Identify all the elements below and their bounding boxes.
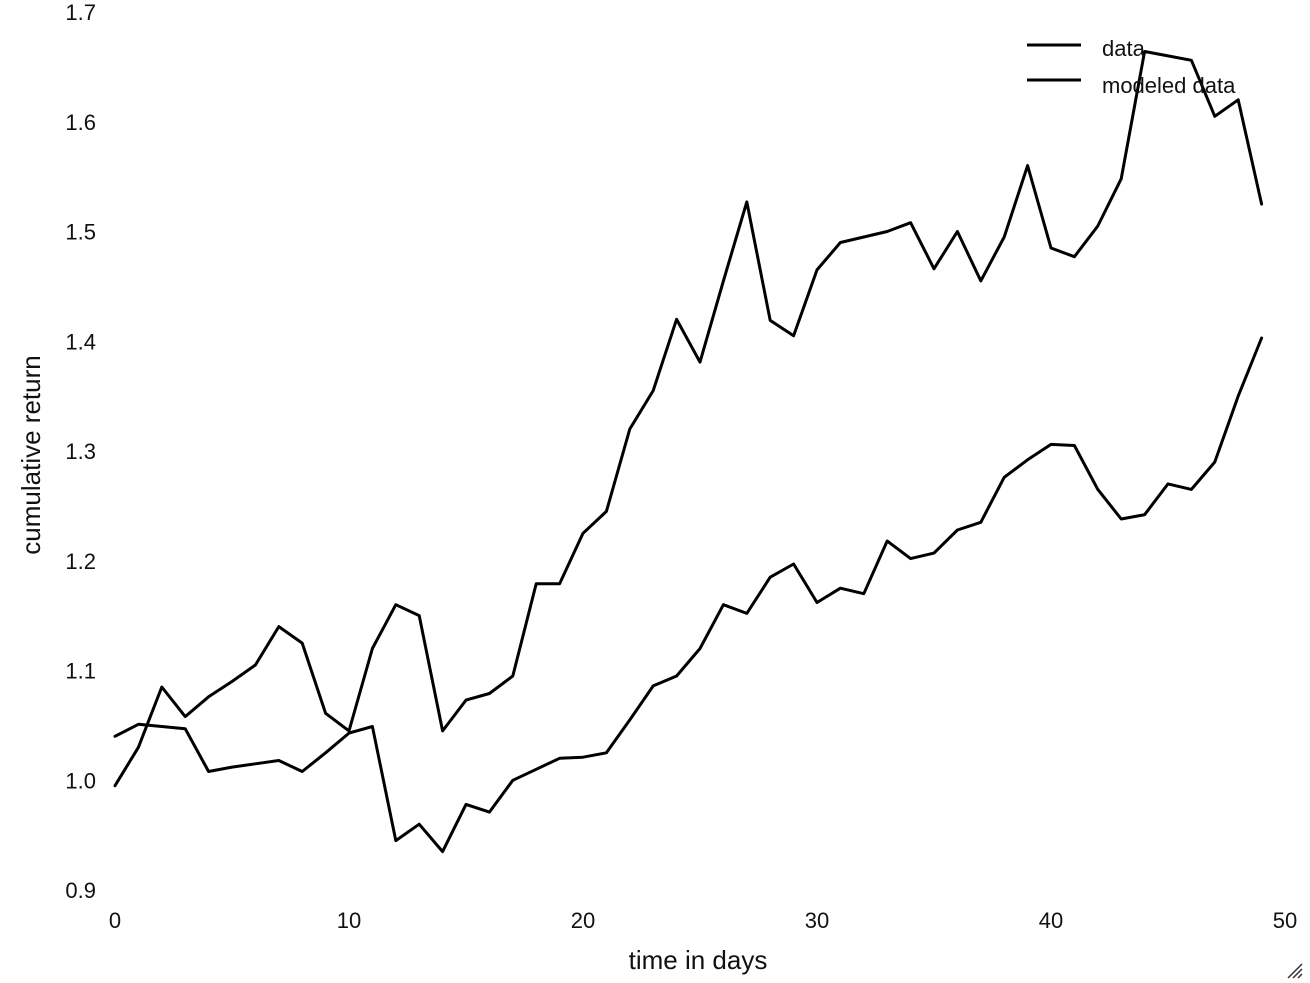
y-tick-label: 1.6 [65, 110, 96, 135]
legend-label-modeled-data: modeled data [1102, 73, 1236, 98]
y-tick-label: 1.4 [65, 329, 96, 354]
y-tick-label: 1.2 [65, 549, 96, 574]
x-tick-label: 10 [337, 908, 361, 933]
x-tick-label: 0 [109, 908, 121, 933]
y-tick-label: 1.1 [65, 659, 96, 684]
x-axis-ticks: 0 10 20 30 40 50 [109, 908, 1297, 933]
x-tick-label: 30 [805, 908, 829, 933]
y-tick-label: 1.7 [65, 0, 96, 25]
y-tick-label: 0.9 [65, 878, 96, 903]
x-tick-label: 50 [1273, 908, 1297, 933]
x-tick-label: 40 [1039, 908, 1063, 933]
y-tick-label: 1.3 [65, 439, 96, 464]
y-axis-ticks: 0.9 1.0 1.1 1.2 1.3 1.4 1.5 1.6 1.7 [65, 0, 96, 903]
legend-label-data: data [1102, 36, 1146, 61]
resize-grip-icon[interactable] [1287, 963, 1303, 979]
series-line-data [113, 50, 1264, 788]
legend: data modeled data [1027, 36, 1236, 98]
series-line-modeled-data [113, 336, 1264, 854]
y-tick-label: 1.5 [65, 220, 96, 245]
x-axis-title: time in days [629, 945, 768, 975]
y-axis-title: cumulative return [16, 355, 46, 554]
series-layer [113, 50, 1264, 854]
y-tick-label: 1.0 [65, 768, 96, 793]
x-tick-label: 20 [571, 908, 595, 933]
